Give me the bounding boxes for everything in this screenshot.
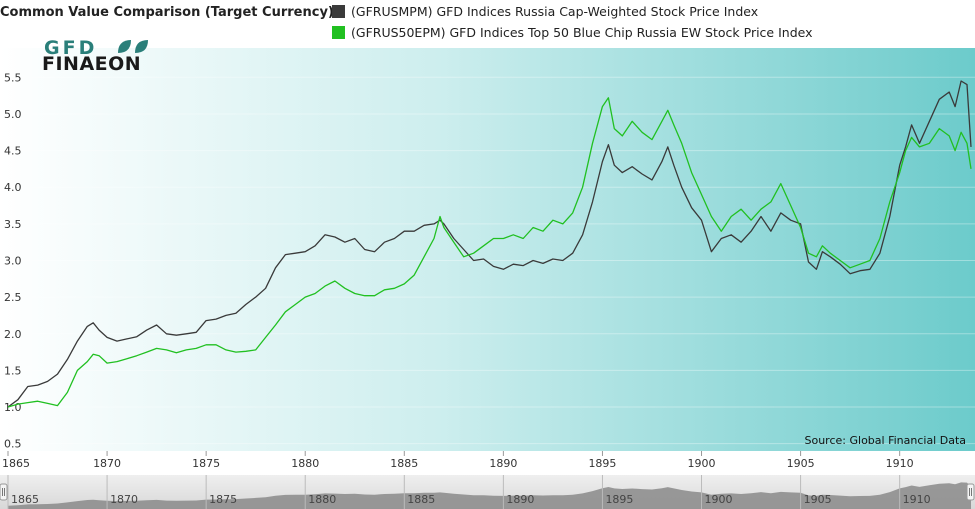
navigator[interactable]: 1865 1870 1875 1880 1885 1890 1895 1900 1905 1910 (0, 475, 975, 509)
source-label: Source: Global Financial Data (805, 434, 967, 447)
plot-background (0, 48, 975, 451)
x-tick-label: 1875 (192, 457, 220, 470)
navigator-tick-label: 1895 (605, 493, 633, 506)
x-axis: 1865 1870 1875 1880 1885 1890 1895 1900 1905 1910 (2, 451, 914, 470)
navigator-right-handle[interactable] (966, 483, 975, 501)
navigator-tick-label: 1910 (903, 493, 931, 506)
navigator-tick-label: 1865 (11, 493, 39, 506)
y-axis: 0.51.01.52.02.53.03.54.04.55.05.5 (0, 71, 975, 451)
x-tick-label: 1885 (390, 457, 418, 470)
logo-finaeon-text: FINAEON (42, 53, 141, 75)
legend-label-dark[interactable]: (GFRUSMPM) GFD Indices Russia Cap-Weight… (351, 4, 758, 19)
y-tick-label: 3.5 (4, 218, 22, 231)
legend-label-green[interactable]: (GFRUS50EPM) GFD Indices Top 50 Blue Chi… (351, 25, 813, 40)
navigator-tick-label: 1875 (209, 493, 237, 506)
navigator-left-handle[interactable] (0, 483, 8, 501)
x-tick-label: 1895 (588, 457, 616, 470)
navigator-tick-label: 1890 (506, 493, 534, 506)
y-tick-label: 5.5 (4, 71, 22, 84)
y-tick-label: 2.0 (4, 328, 22, 341)
navigator-ticks: 1865 1870 1875 1880 1885 1890 1895 1900 1905 1910 (7, 475, 931, 509)
y-tick-label: 4.5 (4, 145, 22, 158)
x-tick-label: 1910 (886, 457, 914, 470)
legend-swatch-dark (332, 5, 345, 18)
x-tick-label: 1865 (2, 457, 30, 470)
x-tick-label: 1870 (93, 457, 121, 470)
x-tick-label: 1880 (291, 457, 319, 470)
y-tick-label: 0.5 (4, 438, 22, 451)
navigator-tick-label: 1905 (804, 493, 832, 506)
y-tick-label: 2.5 (4, 291, 22, 304)
chart-title: Common Value Comparison (Target Currency… (0, 5, 334, 20)
x-tick-label: 1890 (489, 457, 517, 470)
leaf-icon (118, 40, 148, 53)
legend-swatch-green (332, 26, 345, 39)
series-line-cap-weighted[interactable] (7, 80, 972, 408)
y-tick-label: 4.0 (4, 181, 22, 194)
series-line-top50-ew[interactable] (7, 97, 972, 408)
y-tick-label: 5.0 (4, 108, 22, 121)
y-tick-label: 1.5 (4, 364, 22, 377)
logo-gfd-text: GFD (44, 37, 97, 59)
navigator-tick-label: 1900 (705, 493, 733, 506)
navigator-tick-label: 1870 (110, 493, 138, 506)
navigator-series-area (8, 482, 971, 509)
navigator-tick-label: 1885 (407, 493, 435, 506)
navigator-tick-label: 1880 (308, 493, 336, 506)
x-tick-label: 1900 (688, 457, 716, 470)
y-tick-label: 3.0 (4, 254, 22, 267)
series-group (7, 80, 972, 408)
gfd-finaeon-logo: GFD FINAEON (42, 37, 148, 75)
x-tick-label: 1905 (787, 457, 815, 470)
legend[interactable]: (GFRUSMPM) GFD Indices Russia Cap-Weight… (332, 4, 813, 40)
